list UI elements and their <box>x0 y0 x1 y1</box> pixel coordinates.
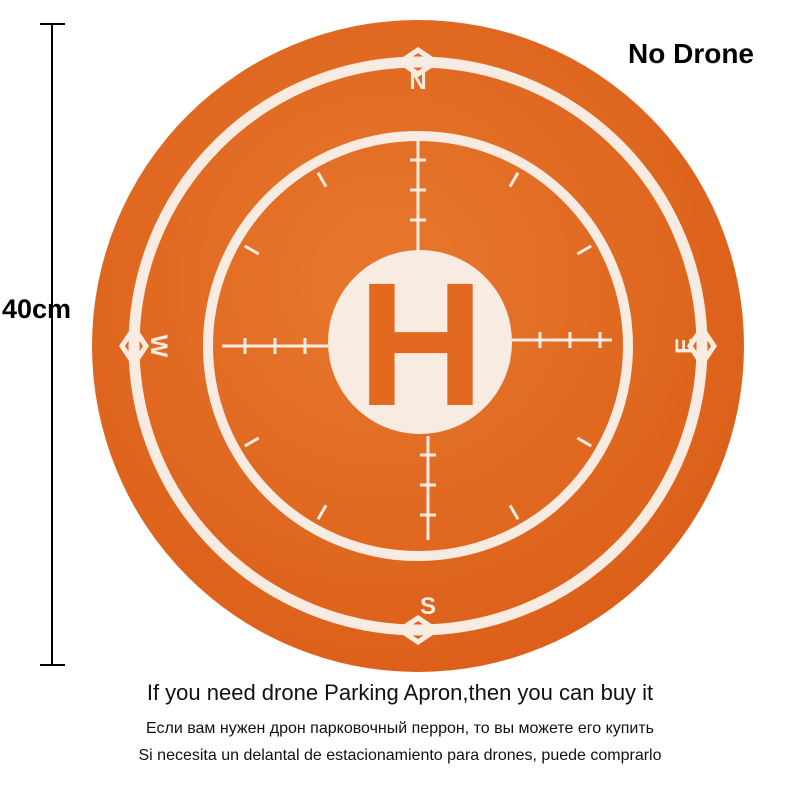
outer-ring <box>128 56 708 636</box>
scale-label: 40cm <box>2 294 72 324</box>
radial-tick <box>244 244 260 256</box>
radial-tick <box>316 172 328 188</box>
crosshair-marks <box>222 140 612 540</box>
compass-west: W <box>145 335 172 358</box>
radial-tick <box>316 504 328 520</box>
radial-tick <box>244 436 260 448</box>
compass-north: N <box>409 68 426 95</box>
compass-east: E <box>671 338 698 354</box>
inner-ring <box>203 131 633 561</box>
radial-tick <box>576 244 592 256</box>
brand-label: No Drone <box>628 38 754 69</box>
compass-south: S <box>420 593 436 620</box>
scale-bar <box>40 23 65 666</box>
radial-tick <box>508 504 520 520</box>
radial-tick <box>508 172 520 188</box>
radial-tick <box>576 436 592 448</box>
compass-diamonds <box>118 46 718 646</box>
caption-english: If you need drone Parking Apron,then you… <box>146 680 654 705</box>
center-circle <box>328 250 512 434</box>
caption-russian: Если вам нужен дрон парковочный перрон, … <box>145 720 655 737</box>
center-letter: H <box>357 247 484 443</box>
caption-spanish: Si necesita un delantal de estacionamien… <box>138 747 662 764</box>
